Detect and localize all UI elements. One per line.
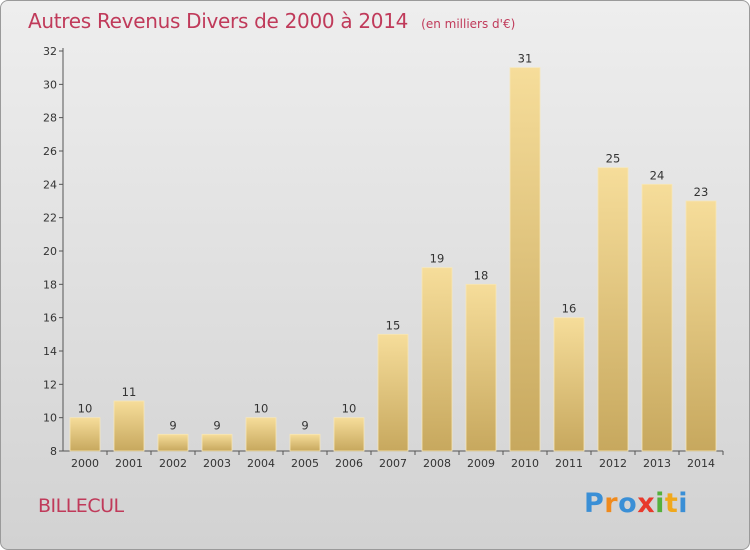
commune-name: BILLECUL [38, 495, 124, 517]
y-tick-label: 12 [43, 378, 57, 391]
bar-value-label: 24 [650, 168, 665, 182]
bar [509, 67, 541, 452]
y-tick-label: 24 [43, 178, 57, 191]
y-tick-label: 10 [43, 412, 57, 425]
bar-value-label: 15 [386, 318, 401, 332]
logo-letter: o [618, 488, 638, 519]
bar-value-label: 23 [694, 185, 709, 199]
y-tick-label: 8 [50, 445, 57, 458]
x-tick-label: 2004 [247, 457, 275, 470]
x-tick-label: 2005 [291, 457, 319, 470]
logo-letter: r [604, 488, 619, 519]
bar-value-label: 25 [606, 152, 621, 166]
y-tick-label: 22 [43, 212, 57, 225]
y-tick-label: 28 [43, 112, 57, 125]
bar-value-label: 9 [169, 418, 176, 432]
bar [421, 267, 453, 452]
bar-value-label: 9 [213, 418, 220, 432]
bar-value-label: 10 [342, 402, 357, 416]
y-tick-label: 18 [43, 278, 57, 291]
bar [289, 433, 321, 452]
x-tick-label: 2000 [71, 457, 99, 470]
x-tick-label: 2007 [379, 457, 407, 470]
chart-title-row: Autres Revenus Divers de 2000 à 2014 (en… [28, 9, 515, 33]
bar [245, 417, 277, 452]
y-tick-label: 26 [43, 145, 57, 158]
bar-value-label: 31 [518, 52, 533, 66]
logo-letter: i [655, 488, 665, 519]
chart-subtitle: (en milliers d'€) [421, 17, 516, 31]
bar [113, 400, 145, 452]
y-tick-label: 30 [43, 78, 57, 91]
bar [465, 283, 497, 452]
logo-letter: i [678, 488, 689, 519]
bar [641, 183, 673, 452]
y-tick-label: 14 [43, 345, 57, 358]
y-tick-label: 32 [43, 45, 57, 58]
x-tick-label: 2010 [511, 457, 539, 470]
x-tick-label: 2003 [203, 457, 231, 470]
bar-value-label: 11 [122, 385, 137, 399]
bar [553, 317, 585, 452]
bar [597, 167, 629, 452]
y-tick-label: 20 [43, 245, 57, 258]
logo-letter: t [664, 488, 679, 519]
x-tick-label: 2011 [555, 457, 583, 470]
bar [201, 433, 233, 452]
x-tick-label: 2013 [643, 457, 671, 470]
x-tick-label: 2002 [159, 457, 187, 470]
x-tick-label: 2008 [423, 457, 451, 470]
chart-title: Autres Revenus Divers de 2000 à 2014 [28, 9, 409, 33]
bar [69, 417, 101, 452]
bar-value-label: 10 [254, 402, 269, 416]
y-tick-label: 16 [43, 312, 57, 325]
x-tick-label: 2006 [335, 457, 363, 470]
x-tick-label: 2014 [687, 457, 715, 470]
bar-value-label: 18 [474, 268, 489, 282]
bar-value-label: 9 [301, 418, 308, 432]
proxiti-logo: Proxiti [584, 488, 688, 519]
x-tick-label: 2012 [599, 457, 627, 470]
x-tick-label: 2001 [115, 457, 143, 470]
bar-value-label: 10 [78, 402, 93, 416]
bar-value-label: 16 [562, 302, 577, 316]
bar [377, 333, 409, 452]
logo-letter: x [637, 488, 656, 519]
bar [157, 433, 189, 452]
bar [333, 417, 365, 452]
x-tick-label: 2009 [467, 457, 495, 470]
bar-value-label: 19 [430, 252, 445, 266]
logo-letter: P [584, 488, 605, 519]
bar [685, 200, 717, 452]
